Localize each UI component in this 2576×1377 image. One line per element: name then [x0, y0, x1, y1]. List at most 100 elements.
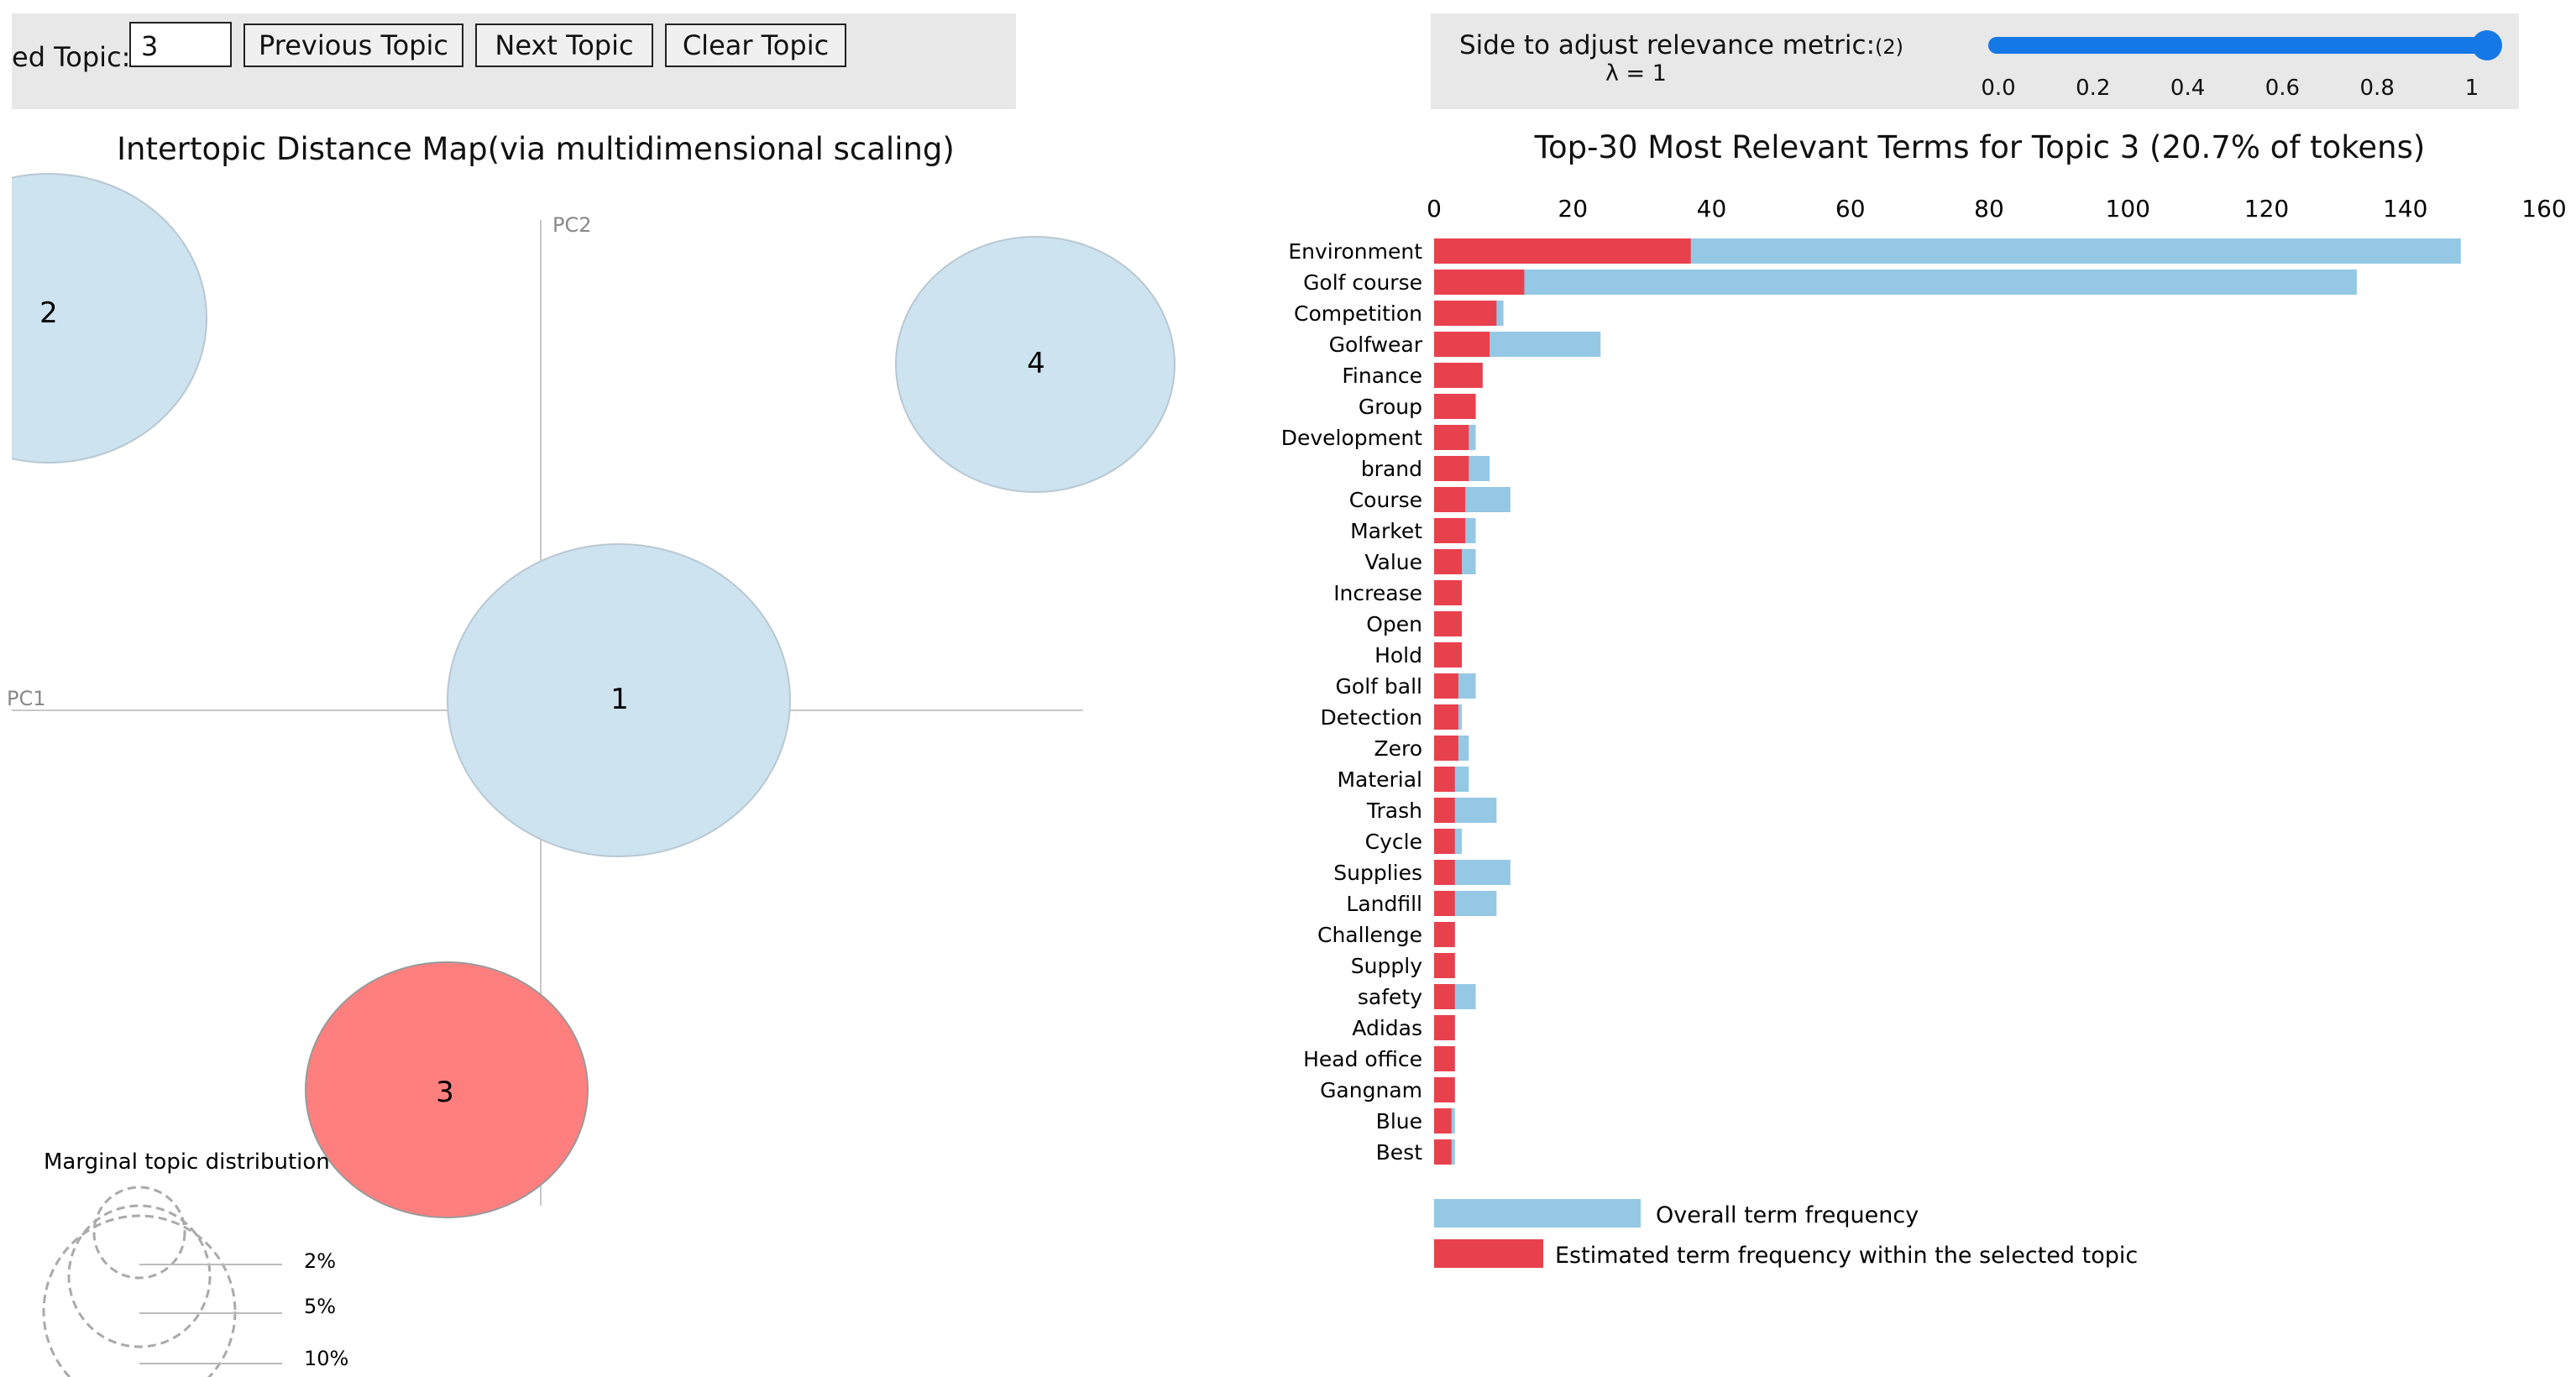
topic-frequency-bar	[1434, 1077, 1455, 1102]
term-row[interactable]: brand	[1361, 456, 1490, 481]
topic-frequency-bar	[1434, 549, 1463, 574]
legend-circle-10pct	[42, 1214, 237, 1377]
term-row[interactable]: Head office	[1303, 1046, 1455, 1071]
legend-label-5pct: 5%	[304, 1295, 336, 1318]
next-topic-button[interactable]: Next Topic	[475, 24, 653, 67]
relevance-slider-thumb[interactable]	[2472, 30, 2502, 60]
term-row[interactable]: Zero	[1374, 736, 1469, 761]
term-row[interactable]: Group	[1359, 394, 1476, 419]
term-row[interactable]: Open	[1366, 611, 1463, 636]
term-label: Open	[1366, 612, 1422, 636]
term-label: Development	[1281, 426, 1422, 450]
term-label: Course	[1349, 488, 1422, 512]
term-label: Environment	[1288, 239, 1422, 264]
term-row[interactable]: Golfwear	[1329, 332, 1601, 357]
topic-label-2: 2	[39, 296, 58, 330]
term-row[interactable]: Golf course	[1303, 270, 2357, 295]
term-row[interactable]: Value	[1364, 549, 1476, 574]
selected-topic-label: ed Topic:	[12, 41, 131, 73]
topic-label-1: 1	[610, 683, 629, 716]
slider-tick-label: 0.4	[2170, 76, 2206, 101]
term-label: safety	[1358, 985, 1422, 1009]
topic-frequency-bar	[1434, 1046, 1455, 1071]
legend-title: Marginal topic distribution	[44, 1149, 330, 1175]
relevance-slider-panel: Side to adjust relevance metric:(2) λ = …	[1431, 13, 2519, 109]
legend-circle-2pct	[92, 1186, 186, 1280]
term-row[interactable]: Hold	[1374, 642, 1463, 668]
term-row[interactable]: Market	[1350, 518, 1476, 543]
term-row[interactable]: Detection	[1321, 704, 1463, 730]
x-tick-label: 160	[2521, 195, 2566, 223]
term-row[interactable]: Development	[1281, 425, 1476, 450]
term-row[interactable]: Landfill	[1346, 891, 1497, 916]
slider-tick-label: 0.6	[2264, 76, 2301, 101]
legend-circle-5pct	[67, 1204, 212, 1348]
term-label: Market	[1350, 519, 1422, 543]
term-row[interactable]: Supply	[1351, 953, 1455, 978]
topic-frequency-bar	[1434, 673, 1458, 699]
term-row[interactable]: Material	[1337, 767, 1469, 792]
relevance-slider-title: Side to adjust relevance metric:(2)	[1459, 30, 1903, 60]
term-label: Finance	[1342, 364, 1422, 388]
x-tick-label: 20	[1558, 195, 1588, 223]
term-label: Challenge	[1317, 923, 1422, 947]
term-row[interactable]: Trash	[1366, 798, 1497, 823]
topic-frequency-bar	[1434, 425, 1469, 450]
topic-frequency-bar	[1434, 984, 1455, 1009]
topic-frequency-bar	[1434, 922, 1455, 947]
topic-frequency-bar	[1434, 238, 1691, 264]
term-row[interactable]: Adidas	[1352, 1015, 1455, 1040]
term-row[interactable]: Golf ball	[1336, 673, 1476, 699]
term-row[interactable]: safety	[1358, 984, 1476, 1009]
term-label: Supplies	[1333, 861, 1422, 885]
term-row[interactable]: Blue	[1376, 1108, 1455, 1134]
previous-topic-button[interactable]: Previous Topic	[243, 24, 463, 67]
legend-label-overall: Overall term frequency	[1656, 1202, 1919, 1228]
topic-frequency-bar	[1434, 829, 1455, 854]
topic-frequency-bar	[1434, 332, 1490, 357]
term-label: Golfwear	[1329, 332, 1423, 357]
clear-topic-button[interactable]: Clear Topic	[665, 24, 846, 67]
term-label: Gangnam	[1320, 1078, 1422, 1102]
topic-frequency-bar	[1434, 270, 1525, 295]
term-label: Detection	[1321, 705, 1422, 730]
topic-frequency-bar	[1434, 860, 1455, 885]
topic-bubble-2[interactable]	[0, 173, 207, 463]
topic-bubble-1[interactable]	[447, 543, 791, 857]
topic-frequency-bar	[1434, 736, 1458, 761]
topic-bubble-3[interactable]	[305, 961, 589, 1218]
term-label: Competition	[1294, 301, 1422, 326]
term-label: Best	[1376, 1140, 1423, 1165]
term-label: Golf ball	[1336, 674, 1422, 699]
term-row[interactable]: Supplies	[1333, 860, 1511, 885]
term-row[interactable]: Increase	[1333, 580, 1463, 605]
term-row[interactable]: Environment	[1288, 238, 2461, 264]
topic-frequency-bar	[1434, 1139, 1452, 1165]
term-row[interactable]: Challenge	[1317, 922, 1455, 947]
x-tick-label: 60	[1835, 195, 1866, 223]
legend-label-10pct: 10%	[304, 1347, 348, 1370]
slider-tick-label: 1	[2464, 76, 2479, 101]
term-row[interactable]: Finance	[1342, 363, 1483, 388]
intertopic-distance-map: PC2 PC1 1 2 3 4 Marginal topic distribut…	[0, 109, 1175, 1377]
term-label: Trash	[1366, 798, 1422, 823]
lambda-value-label: λ = 1	[1605, 60, 1667, 86]
selected-topic-input[interactable]: 3	[129, 22, 232, 67]
term-row[interactable]: Cycle	[1365, 829, 1463, 854]
topic-bubbles	[0, 173, 1175, 1218]
term-row[interactable]: Gangnam	[1320, 1077, 1455, 1102]
topic-frequency-bar	[1434, 301, 1497, 326]
bar-rows: Environment Golf course Competition Golfwea…	[1281, 238, 2461, 1165]
term-label: Landfill	[1346, 892, 1422, 916]
relevance-slider-track[interactable]	[1988, 37, 2494, 54]
topic-frequency-bar	[1434, 953, 1455, 978]
term-row[interactable]: Best	[1376, 1139, 1455, 1165]
topic-bubble-4[interactable]	[895, 236, 1175, 493]
term-row[interactable]: Course	[1349, 487, 1511, 512]
term-row[interactable]: Competition	[1294, 301, 1504, 326]
topic-frequency-bar	[1434, 891, 1455, 916]
legend-label-topic: Estimated term frequency within the sele…	[1555, 1243, 2138, 1269]
relevance-slider-fill	[1988, 37, 2494, 54]
bar-chart-title: Top-30 Most Relevant Terms for Topic 3 (…	[1534, 129, 2426, 165]
